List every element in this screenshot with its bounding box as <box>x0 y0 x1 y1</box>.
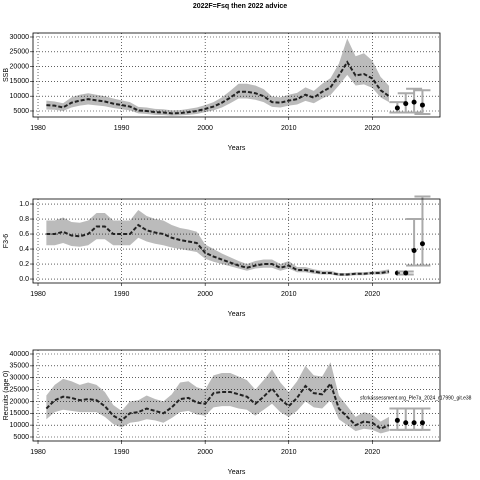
y-tick-label: 15000 <box>10 410 30 417</box>
y-tick-label: 5000 <box>13 434 29 441</box>
projection-point <box>403 420 409 426</box>
x-axis-label: Years <box>228 311 246 318</box>
x-tick-label: 2020 <box>365 291 381 298</box>
x-tick-label: 1980 <box>30 291 46 298</box>
y-tick-label: 30000 <box>10 375 30 382</box>
plot-frame <box>32 32 441 118</box>
y-tick-label: 1.0 <box>19 201 29 208</box>
y-tick-label: 10000 <box>10 93 30 100</box>
projection-point <box>419 241 425 247</box>
x-axis-label: Years <box>228 145 246 152</box>
estimate-line <box>46 60 390 115</box>
projection-point <box>419 420 425 426</box>
y-tick-label: 0.6 <box>19 231 29 238</box>
projection-point <box>411 248 417 254</box>
x-tick-label: 1990 <box>114 291 130 298</box>
annotation: sfcrkassessment.org_Ple7a_2024_r17990_gi… <box>360 395 472 401</box>
x-tick-label: 1990 <box>114 449 130 456</box>
x-tick-label: 1990 <box>114 125 130 132</box>
x-tick-label: 1980 <box>30 125 46 132</box>
y-tick-label: 20000 <box>10 63 30 70</box>
projection-point <box>394 417 400 423</box>
y-axis-label: F3-6 <box>3 234 10 249</box>
y-tick-label: 10000 <box>10 422 30 429</box>
confidence-band <box>46 210 390 277</box>
y-axis-label: SSB <box>3 68 10 82</box>
estimate-line <box>46 223 390 276</box>
y-tick-label: 0.4 <box>19 246 29 253</box>
estimate-line <box>45 381 390 430</box>
plot-frame <box>32 198 441 284</box>
y-tick-label: 5000 <box>13 108 29 115</box>
x-tick-label: 1980 <box>30 449 46 456</box>
projection-point <box>403 270 409 276</box>
x-tick-label: 2010 <box>281 291 297 298</box>
y-tick-label: 40000 <box>10 351 30 358</box>
x-tick-label: 2010 <box>281 125 297 132</box>
plot-frame <box>32 349 441 442</box>
x-tick-label: 2010 <box>281 449 297 456</box>
x-tick-label: 2000 <box>197 125 213 132</box>
y-tick-label: 20000 <box>10 398 30 405</box>
projection-point <box>394 105 400 111</box>
y-tick-label: 0.2 <box>19 261 29 268</box>
x-tick-label: 2000 <box>197 291 213 298</box>
chart-title: 2022F=Fsq then 2022 advice <box>193 3 287 10</box>
x-axis-label: Years <box>228 469 246 476</box>
y-tick-label: 35000 <box>10 363 30 370</box>
confidence-band <box>46 362 390 434</box>
y-tick-label: 30000 <box>10 34 30 41</box>
y-tick-label: 0.8 <box>19 216 29 223</box>
projection-point <box>411 99 417 105</box>
y-tick-label: 15000 <box>10 78 30 85</box>
projection-point <box>411 420 417 426</box>
projection-point <box>419 102 425 108</box>
x-tick-label: 2020 <box>365 125 381 132</box>
x-tick-label: 2000 <box>197 449 213 456</box>
y-tick-label: 25000 <box>10 386 30 393</box>
y-tick-label: 25000 <box>10 49 30 56</box>
y-tick-label: 0.0 <box>19 276 29 283</box>
projection-point <box>403 101 409 107</box>
x-tick-label: 2020 <box>365 449 381 456</box>
y-axis-label: Recruits (age 0) <box>3 371 10 421</box>
